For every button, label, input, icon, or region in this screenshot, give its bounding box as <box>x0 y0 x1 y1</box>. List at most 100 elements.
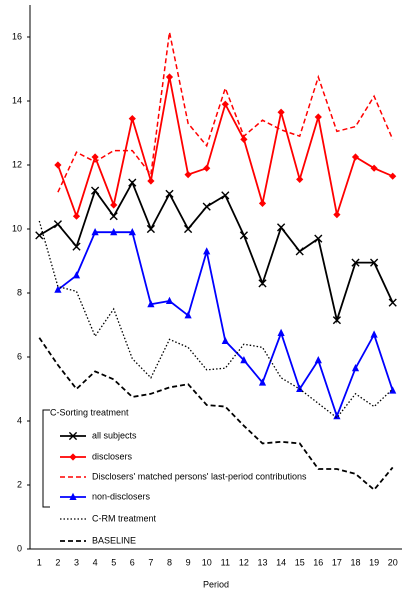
x-tick-label: 5 <box>111 557 116 567</box>
x-tick-label: 11 <box>221 557 230 567</box>
series-line <box>38 220 394 419</box>
data-point <box>258 279 267 288</box>
data-point <box>314 234 323 243</box>
x-tick-label: 8 <box>167 557 172 567</box>
y-tick-label: 2 <box>17 479 22 489</box>
x-tick-label: 19 <box>369 557 379 567</box>
data-point <box>221 191 230 200</box>
x-tick-label: 16 <box>313 557 323 567</box>
y-tick-label: 14 <box>12 95 22 105</box>
data-point <box>221 100 229 108</box>
data-point <box>35 231 44 240</box>
legend-label: Disclosers' matched persons' last-period… <box>92 471 307 481</box>
y-tick-label: 8 <box>17 287 22 297</box>
data-point <box>128 178 137 187</box>
data-point <box>184 224 193 234</box>
y-tick-label: 12 <box>12 159 22 169</box>
data-point <box>184 171 192 179</box>
x-tick-label: 15 <box>295 557 305 567</box>
data-point <box>72 271 81 279</box>
data-point <box>370 164 378 172</box>
data-point <box>146 224 155 234</box>
x-tick-label: 10 <box>202 557 212 567</box>
data-point <box>388 298 397 307</box>
data-point <box>240 135 248 143</box>
series-line <box>57 231 394 419</box>
data-point <box>351 153 360 161</box>
data-point <box>239 231 248 240</box>
legend-marker <box>69 453 77 461</box>
data-point <box>147 177 155 185</box>
x-axis-label: Period <box>203 579 229 589</box>
legend-label: non-disclosers <box>92 491 151 501</box>
legend-group-label: C-Sorting treatment <box>50 407 129 417</box>
x-tick-label: 20 <box>388 557 398 567</box>
data-point <box>389 386 397 394</box>
x-tick-label: 3 <box>74 557 79 567</box>
data-point <box>203 164 211 172</box>
legend-label: all subjects <box>92 430 137 440</box>
data-point <box>91 153 99 161</box>
data-point <box>165 296 174 304</box>
data-point <box>277 108 285 116</box>
data-point <box>109 212 118 221</box>
data-point <box>165 73 174 81</box>
data-point <box>110 228 118 236</box>
data-point <box>258 378 267 386</box>
x-tick-label: 12 <box>239 557 249 567</box>
data-point <box>258 199 267 207</box>
legend-bracket <box>42 409 50 508</box>
data-point <box>54 161 62 169</box>
x-tick-label: 13 <box>257 557 267 567</box>
data-point <box>314 356 322 364</box>
data-point <box>351 364 360 372</box>
x-tick-label: 6 <box>130 557 135 567</box>
data-point <box>91 228 99 236</box>
data-point <box>296 175 304 183</box>
data-point <box>128 228 136 236</box>
y-tick-label: 16 <box>12 31 22 41</box>
x-tick-label: 18 <box>350 557 360 567</box>
data-point <box>147 300 155 308</box>
y-tick-label: 4 <box>17 415 22 425</box>
data-point <box>202 202 211 211</box>
series-line <box>57 32 394 193</box>
legend-marker <box>69 492 77 500</box>
data-point <box>128 115 136 123</box>
y-tick-label: 0 <box>17 543 22 553</box>
x-tick-label: 14 <box>276 557 286 567</box>
x-tick-label: 17 <box>332 557 342 567</box>
data-point <box>221 336 229 344</box>
data-point <box>91 186 100 195</box>
legend-label: disclosers <box>92 451 133 461</box>
data-point <box>333 211 341 219</box>
data-point <box>295 247 304 256</box>
x-tick-label: 4 <box>93 557 98 567</box>
data-point <box>72 212 81 220</box>
data-point <box>54 285 62 293</box>
legend-label: BASELINE <box>92 535 136 545</box>
data-point <box>351 258 360 267</box>
x-tick-label: 1 <box>37 557 42 567</box>
x-tick-label: 2 <box>55 557 60 567</box>
data-point <box>110 201 118 209</box>
data-point <box>240 356 248 364</box>
legend-label: C-RM treatment <box>92 513 157 523</box>
data-point <box>165 189 174 198</box>
data-point <box>333 412 341 420</box>
series-line <box>38 180 394 324</box>
y-tick-label: 10 <box>12 223 22 233</box>
legend-marker <box>68 431 78 441</box>
data-point <box>72 242 81 251</box>
x-tick-label: 9 <box>186 557 191 567</box>
data-point <box>53 220 62 229</box>
data-point <box>277 328 285 336</box>
data-point <box>332 316 341 325</box>
data-point <box>370 330 378 338</box>
x-tick-label: 7 <box>148 557 153 567</box>
data-point <box>389 172 397 180</box>
data-point <box>203 247 211 255</box>
data-point <box>370 258 379 267</box>
data-point <box>277 223 286 232</box>
